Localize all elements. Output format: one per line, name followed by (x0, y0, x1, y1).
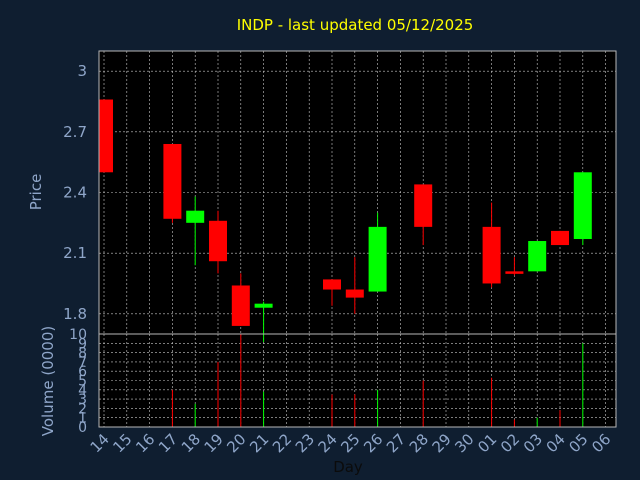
candle-body (345, 289, 364, 298)
volume-tick-label: 4 (78, 383, 87, 399)
candle-body (573, 172, 592, 239)
volume-tick-label: 7 (78, 355, 87, 371)
volume-tick-label: 0 (78, 420, 87, 436)
day-axis-label: Day (333, 458, 363, 476)
volume-tick-label: 2 (78, 401, 87, 417)
volume-tick-label: 10 (69, 327, 87, 343)
candle-body (209, 220, 227, 262)
candle-body (254, 303, 273, 308)
price-tick-labels: 1.8 2.1 2.4 2.7 3 (63, 62, 87, 323)
volume-tick-label: 3 (78, 392, 87, 408)
candle-body (528, 241, 547, 272)
candle-body (482, 226, 501, 284)
candle-body (368, 226, 387, 292)
candle-body (323, 279, 341, 290)
candle-body (186, 210, 205, 223)
volume-tick-label: 8 (78, 346, 87, 362)
candle-body (414, 184, 433, 227)
volume-tick-label: 1 (78, 411, 87, 427)
candle-body (551, 230, 569, 246)
volume-plot-area (99, 334, 616, 427)
price-tick-label: 2.1 (63, 244, 87, 262)
price-plot-area (99, 51, 616, 334)
price-axis-label: Price (27, 174, 45, 211)
price-tick-label: 1.8 (63, 305, 87, 323)
volume-axis-label: Volume (0000) (39, 326, 57, 436)
price-tick-label: 3 (77, 62, 87, 80)
volume-plot-frame (98, 333, 617, 428)
price-tick-label: 2.7 (63, 123, 87, 141)
chart-title: INDP - last updated 05/12/2025 (237, 16, 474, 34)
candle-body (163, 143, 182, 219)
volume-tick-label: 5 (78, 374, 87, 390)
volume-tick-label: 6 (78, 364, 87, 380)
candle-body (99, 99, 113, 173)
candle-body (231, 285, 250, 326)
volume-bars (171, 334, 584, 427)
volume-tick-label: 9 (78, 336, 87, 352)
candle-body (505, 271, 524, 274)
price-tick-label: 2.4 (63, 184, 87, 202)
day-tick-label: 06 (588, 430, 614, 456)
day-tick-labels: 1415161718192021222324252627282930010203… (87, 430, 615, 456)
candle-bodies (99, 99, 592, 326)
